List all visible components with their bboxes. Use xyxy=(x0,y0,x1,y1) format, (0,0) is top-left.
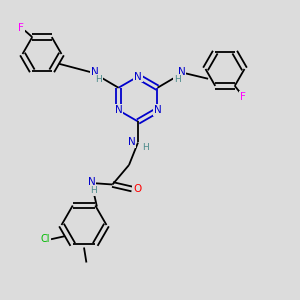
Text: O: O xyxy=(133,184,142,194)
Text: H: H xyxy=(90,186,96,195)
Text: N: N xyxy=(154,105,161,115)
Text: N: N xyxy=(178,67,185,77)
Text: N: N xyxy=(88,177,95,187)
Text: F: F xyxy=(18,22,24,32)
Text: N: N xyxy=(128,137,135,148)
Text: H: H xyxy=(95,75,102,84)
Text: N: N xyxy=(115,105,122,115)
Text: F: F xyxy=(240,92,246,102)
Text: H: H xyxy=(142,143,149,152)
Text: H: H xyxy=(174,75,181,84)
Text: N: N xyxy=(91,67,98,77)
Text: N: N xyxy=(134,71,142,82)
Text: Cl: Cl xyxy=(41,234,50,244)
